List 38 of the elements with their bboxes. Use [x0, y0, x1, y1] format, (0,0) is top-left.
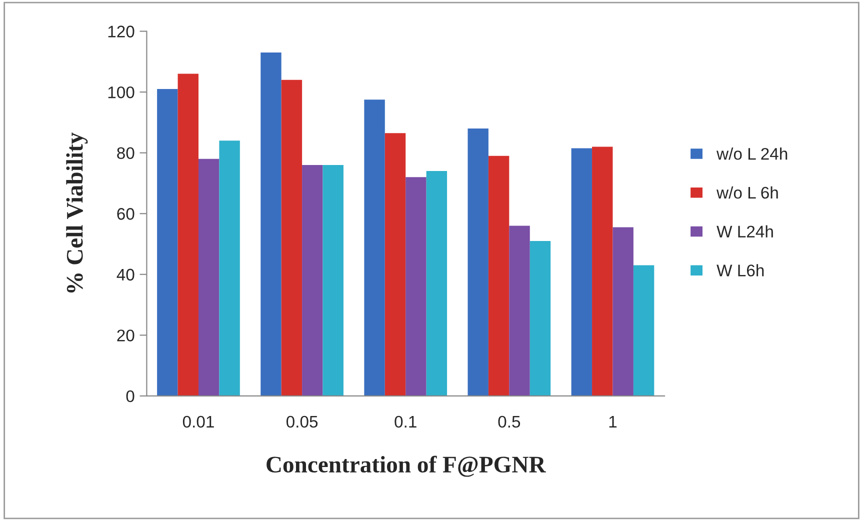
bar [468, 128, 488, 396]
x-tick-label: 1 [609, 416, 617, 428]
bar [633, 265, 654, 396]
legend-label: W L24h [716, 225, 773, 238]
y-tick-label: 120 [108, 26, 134, 38]
bar [219, 140, 240, 396]
y-tick-label: 80 [117, 147, 134, 160]
bar [530, 240, 551, 396]
x-tick-label: 0.05 [286, 416, 318, 428]
bar [384, 133, 406, 396]
x-tick-label: 0.1 [394, 416, 416, 428]
legend-label: w/o L 6h [716, 186, 778, 199]
bar [178, 74, 198, 396]
bar [260, 52, 282, 396]
x-tick-label: 0.01 [182, 416, 214, 428]
legend-label: w/o L 24h [716, 148, 788, 160]
bar [198, 158, 220, 396]
y-tick-label: 60 [117, 208, 134, 220]
bar [571, 148, 592, 396]
bar [281, 80, 302, 396]
bar [612, 227, 634, 396]
x-axis-title: Concentration of F@PGNR [266, 456, 546, 477]
y-axis-title: % Cell Viability [66, 132, 88, 293]
bar [302, 164, 323, 396]
x-tick-label: 0.5 [498, 416, 520, 428]
y-tick-label: 0 [126, 390, 134, 402]
legend-label: W L6h [716, 264, 764, 276]
y-tick-label: 20 [117, 330, 134, 342]
y-tick-label: 100 [108, 86, 134, 98]
bar [322, 164, 344, 396]
bar [426, 171, 448, 396]
bar [406, 177, 426, 396]
y-tick-label: 40 [116, 268, 134, 281]
bar [509, 226, 530, 396]
bar [364, 100, 385, 396]
bar [157, 89, 178, 396]
bar [488, 156, 510, 396]
bar [592, 146, 613, 396]
